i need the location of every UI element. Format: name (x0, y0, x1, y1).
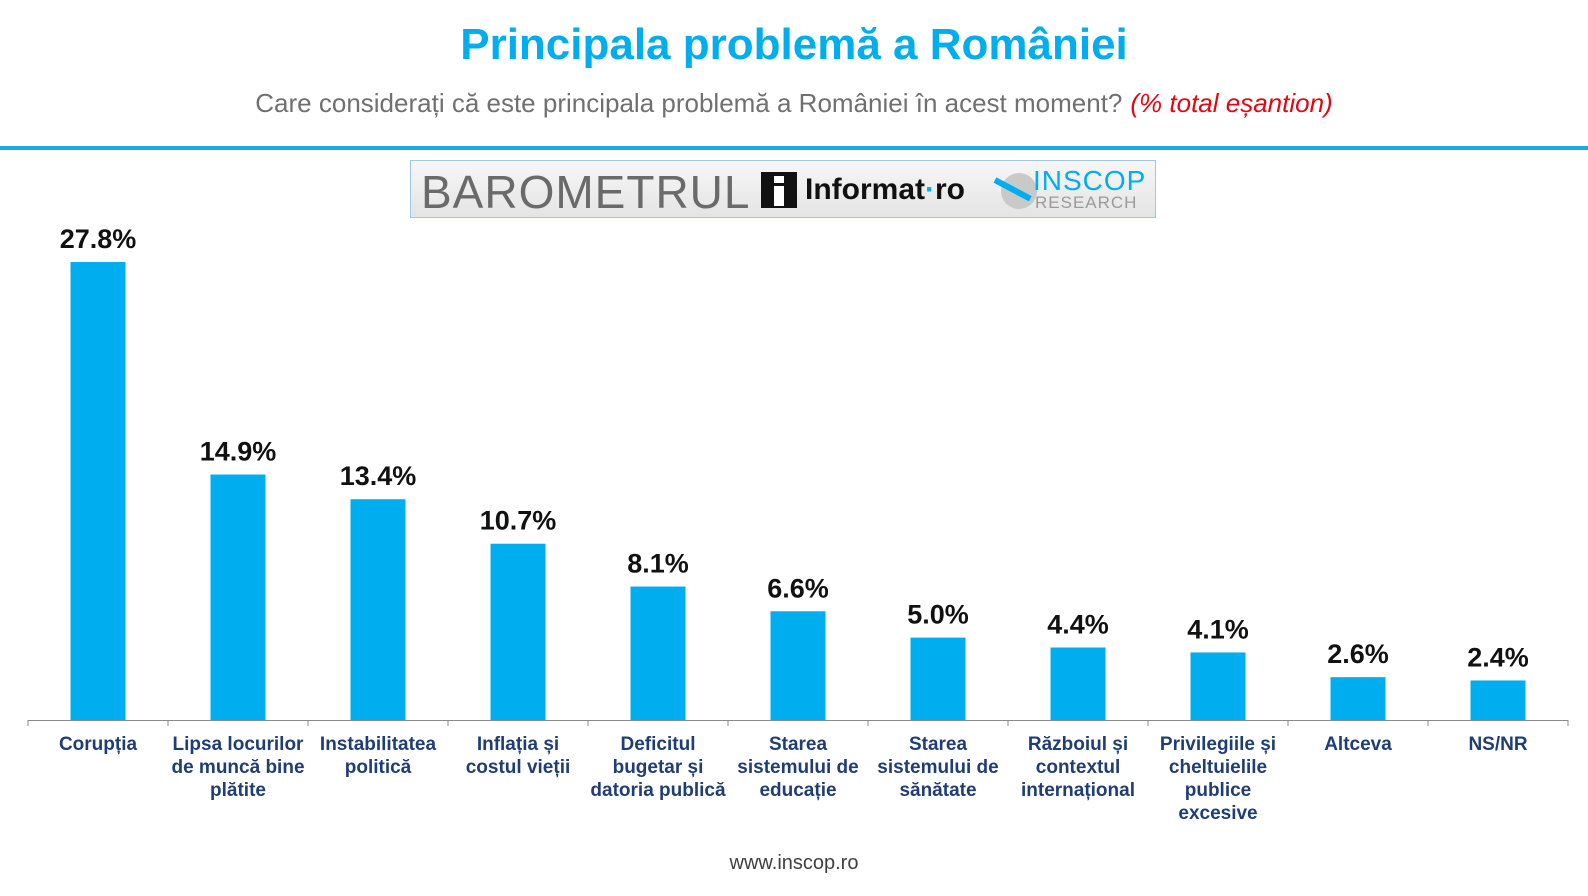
value-label: 4.1% (1187, 614, 1249, 644)
subtitle-note: (% total eșantion) (1130, 88, 1333, 118)
informat-name: Informat (805, 173, 925, 206)
value-label: 8.1% (627, 549, 689, 579)
inscop-research-label: RESEARCH (1035, 193, 1138, 212)
chart-subtitle: Care considerați că este principala prob… (0, 88, 1588, 119)
bar (630, 586, 686, 720)
bar (910, 637, 966, 720)
value-label: 5.0% (907, 600, 969, 630)
value-label: 10.7% (480, 506, 557, 536)
x-axis-ticks-group (27, 720, 1569, 726)
informat-logo-icon (761, 172, 797, 208)
bar (210, 474, 266, 720)
page-title: Principala problemă a României (460, 20, 1128, 69)
category-label: Starea sistemului de educație (737, 734, 859, 801)
barometer-banner: BAROMETRUL Informat·ro INSCOP RESEARCH (410, 160, 1156, 218)
bar (1470, 680, 1526, 720)
category-label: Inflația și costul vieții (465, 734, 571, 778)
value-label: 13.4% (340, 461, 417, 491)
category-label: Privilegiile și cheltuielile publice exc… (1159, 734, 1277, 824)
category-label: Instabilitatea politică (319, 734, 437, 778)
value-label: 6.6% (767, 573, 829, 603)
category-label: NS/NR (1468, 734, 1528, 755)
category-label: Războiul și contextul internațional (1020, 734, 1135, 801)
informat-wordmark: Informat·ro (805, 173, 965, 207)
header-divider (0, 146, 1588, 150)
bar (1330, 677, 1386, 720)
bar (770, 611, 826, 720)
category-label: Corupția (58, 734, 138, 755)
bar (490, 543, 546, 720)
inscop-wordmark: INSCOP (1033, 165, 1147, 196)
informat-tld: ro (935, 173, 965, 206)
value-label: 4.4% (1047, 610, 1109, 640)
value-label: 27.8% (60, 224, 137, 254)
category-label: Lipsa locurilor de muncă bine plătite (171, 734, 305, 801)
value-label: 2.6% (1327, 639, 1389, 669)
bars-group (70, 262, 1526, 720)
value-label: 14.9% (200, 437, 277, 467)
bar (70, 262, 126, 720)
footer-url: www.inscop.ro (729, 852, 859, 874)
value-labels-group: 27.8% 14.9% 13.4% 10.7% 8.1% 6.6% 5.0% 4.4% 4.1%… (60, 224, 1529, 672)
value-label: 2.4% (1467, 642, 1529, 672)
barometer-label: BAROMETRUL (421, 166, 751, 218)
bar (1050, 647, 1106, 720)
bar (1190, 652, 1246, 720)
category-label: Altceva (1324, 734, 1392, 755)
informat-dot: · (925, 173, 935, 206)
category-label: Deficitul bugetar și datoria publică (590, 734, 726, 801)
category-label: Starea sistemului de sănătate (877, 734, 999, 801)
subtitle-question: Care considerați că este principala prob… (255, 88, 1123, 118)
bar (350, 499, 406, 720)
